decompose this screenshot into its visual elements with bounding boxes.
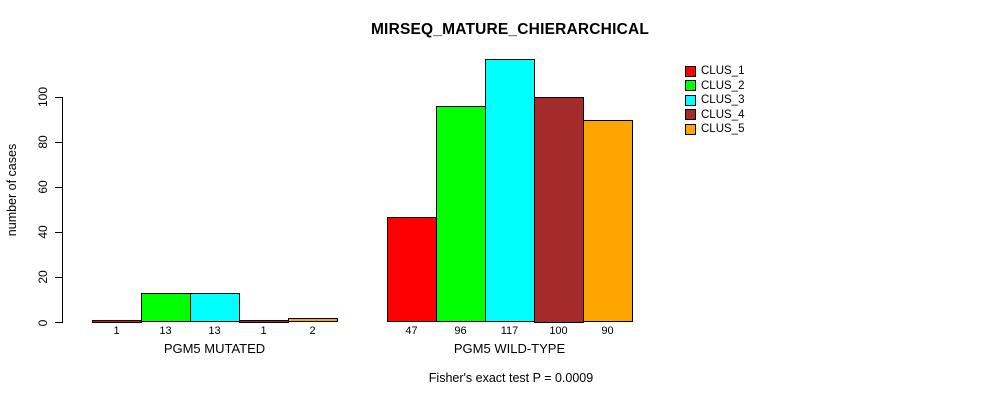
legend: CLUS_1 CLUS_2 CLUS_3 CLUS_4 CLUS_5 [685,64,744,137]
y-tick [55,96,62,98]
y-tick-label: 20 [36,270,50,285]
y-tick-label: 60 [36,180,50,194]
legend-item: CLUS_2 [685,79,744,94]
annotation-text: Fisher's exact test P = 0.0009 [428,371,594,385]
legend-item-label: CLUS_2 [701,79,745,92]
x-group-label: PGM5 WILD-TYPE [453,341,566,356]
legend-swatch-clus_4 [685,109,696,121]
legend-swatch-clus_3 [685,94,696,106]
legend-swatch-clus_2 [685,80,696,92]
bar-value-label: 47 [405,325,418,337]
bar-value-label: 90 [601,325,614,337]
y-tick [55,186,62,188]
bar-clus_2 [141,293,191,323]
x-group-label: PGM5 MUTATED [163,341,266,356]
legend-swatch-clus_1 [685,65,696,77]
y-tick-label: 40 [36,225,50,239]
bar-value-label: 96 [454,325,467,337]
legend-item: CLUS_5 [685,122,744,137]
legend-item-label: CLUS_3 [701,94,745,107]
bar-value-label: 13 [208,325,221,337]
y-tick-label: 0 [36,319,50,326]
y-tick-label: 80 [36,135,50,149]
bar-value-label: 117 [500,325,519,337]
bar-clus_2 [436,106,486,323]
y-tick-label: 100 [36,86,50,108]
y-axis-title: number of cases [5,143,19,237]
legend-item: CLUS_3 [685,93,744,108]
y-tick [55,231,62,233]
y-tick [55,276,62,278]
legend-swatch-clus_5 [685,123,696,135]
legend-item: CLUS_1 [685,64,744,79]
bar-clus_5 [288,317,338,323]
bar-clus_4 [239,319,289,323]
y-tick [55,141,62,143]
chart-title: MIRSEQ_MATURE_CHIERARCHICAL [370,21,650,38]
bar-value-label: 2 [309,325,316,337]
bar-clus_3 [190,293,240,323]
bar-value-label: 13 [159,325,172,337]
bar-clus_5 [583,119,633,323]
y-axis-line [62,96,63,323]
bar-value-label: 1 [113,325,120,337]
bar-clus_4 [534,97,584,323]
bar-clus_1 [92,319,142,323]
bar-clus_1 [387,216,437,323]
legend-item: CLUS_4 [685,108,744,123]
bar-value-label: 1 [260,325,267,337]
legend-item-label: CLUS_4 [701,108,745,121]
y-tick [55,322,62,323]
bar-value-label: 100 [549,325,568,337]
legend-item-label: CLUS_5 [701,123,745,136]
bar-clus_3 [485,58,535,323]
legend-item-label: CLUS_1 [701,65,745,78]
